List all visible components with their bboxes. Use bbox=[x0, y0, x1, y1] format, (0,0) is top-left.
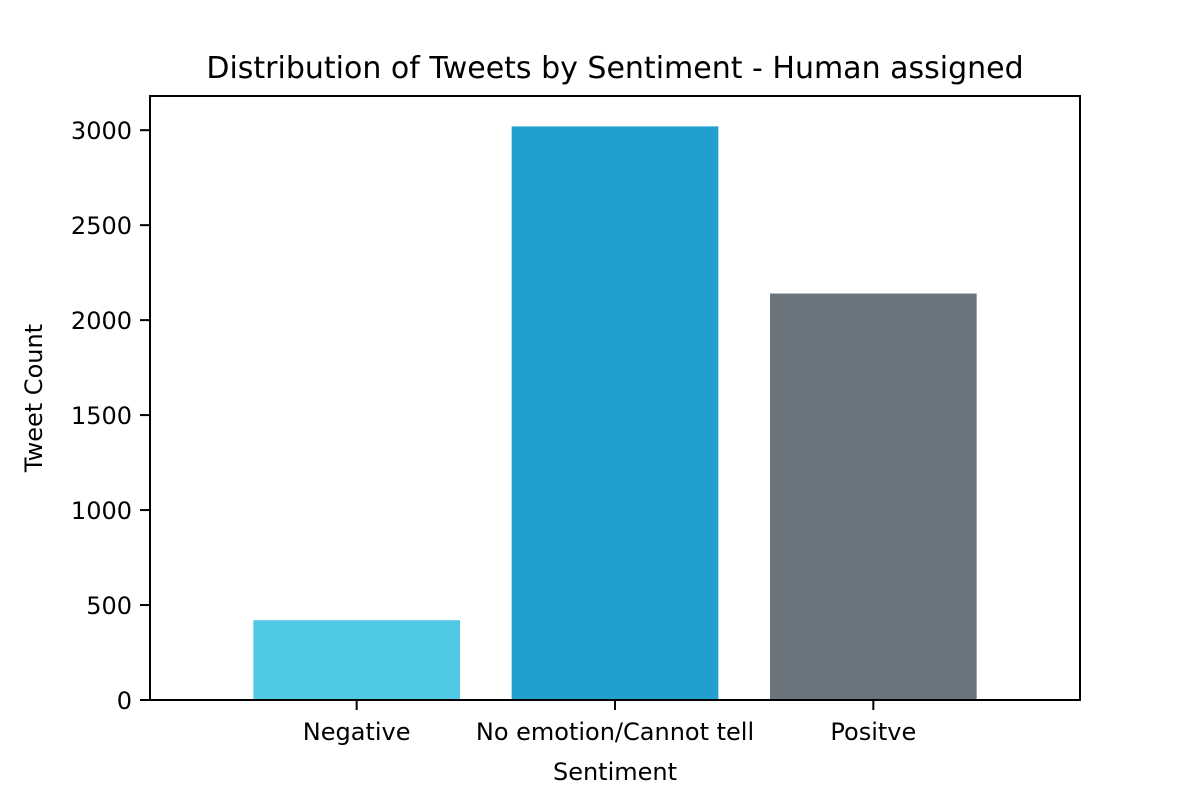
y-tick-label: 2000 bbox=[71, 307, 132, 335]
bar-no-emotion-cannot-tell bbox=[511, 126, 719, 700]
bar-negative bbox=[253, 620, 460, 700]
plot-frame bbox=[149, 95, 1081, 701]
x-tick-label: No emotion/Cannot tell bbox=[476, 718, 754, 746]
x-tick-label: Positve bbox=[830, 718, 916, 746]
bars-group bbox=[253, 126, 977, 700]
x-tick-label: Negative bbox=[303, 718, 411, 746]
y-axis: 0 500 1000 1500 2000 2500 3000 bbox=[71, 117, 150, 715]
y-axis-label: Tweet Count bbox=[20, 324, 48, 473]
y-tick-label: 0 bbox=[117, 687, 132, 715]
chart-title: Distribution of Tweets by Sentiment - Hu… bbox=[206, 51, 1023, 86]
x-axis-label: Sentiment bbox=[553, 758, 677, 786]
x-axis: Negative No emotion/Cannot tell Positve bbox=[303, 700, 916, 746]
y-tick-label: 1000 bbox=[71, 497, 132, 525]
bar-positve bbox=[770, 293, 977, 700]
y-tick-label: 500 bbox=[86, 592, 132, 620]
y-tick-label: 2500 bbox=[71, 212, 132, 240]
y-tick-label: 3000 bbox=[71, 117, 132, 145]
y-tick-label: 1500 bbox=[71, 402, 132, 430]
